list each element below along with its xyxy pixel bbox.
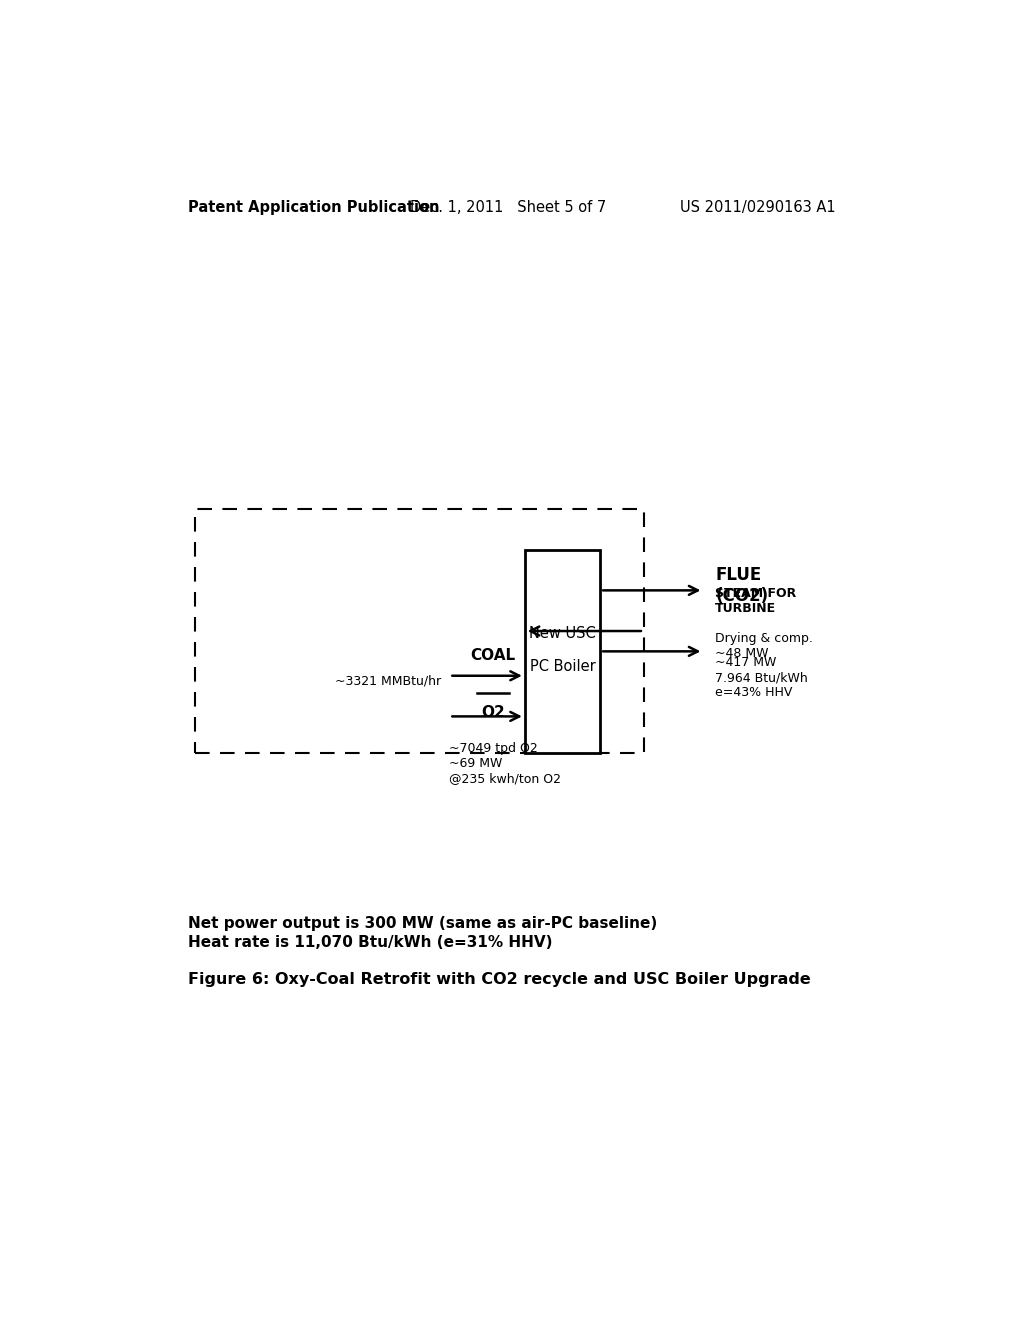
Text: PC Boiler: PC Boiler: [529, 659, 595, 675]
Text: ~3321 MMBtu/hr: ~3321 MMBtu/hr: [335, 675, 441, 688]
Text: STEAM FOR
TURBINE: STEAM FOR TURBINE: [715, 586, 797, 615]
Text: Net power output is 300 MW (same as air-PC baseline)
Heat rate is 11,070 Btu/kWh: Net power output is 300 MW (same as air-…: [187, 916, 656, 950]
Text: Dec. 1, 2011   Sheet 5 of 7: Dec. 1, 2011 Sheet 5 of 7: [410, 199, 606, 215]
Bar: [524, 549, 600, 752]
Text: O2: O2: [481, 705, 505, 719]
Text: FLUE
(CO2): FLUE (CO2): [715, 566, 768, 605]
Text: COAL: COAL: [470, 648, 516, 663]
Text: Drying & comp.
~48 MW: Drying & comp. ~48 MW: [715, 632, 813, 660]
Text: US 2011/0290163 A1: US 2011/0290163 A1: [680, 199, 836, 215]
Bar: [196, 510, 644, 752]
Text: Figure 6: Oxy-Coal Retrofit with CO2 recycle and USC Boiler Upgrade: Figure 6: Oxy-Coal Retrofit with CO2 rec…: [187, 972, 810, 986]
Text: New USC: New USC: [529, 626, 596, 640]
Text: ~417 MW
7.964 Btu/kWh
e=43% HHV: ~417 MW 7.964 Btu/kWh e=43% HHV: [715, 656, 808, 700]
Text: ~7049 tpd O2
~69 MW
@235 kwh/ton O2: ~7049 tpd O2 ~69 MW @235 kwh/ton O2: [450, 742, 561, 785]
Text: Patent Application Publication: Patent Application Publication: [187, 199, 439, 215]
